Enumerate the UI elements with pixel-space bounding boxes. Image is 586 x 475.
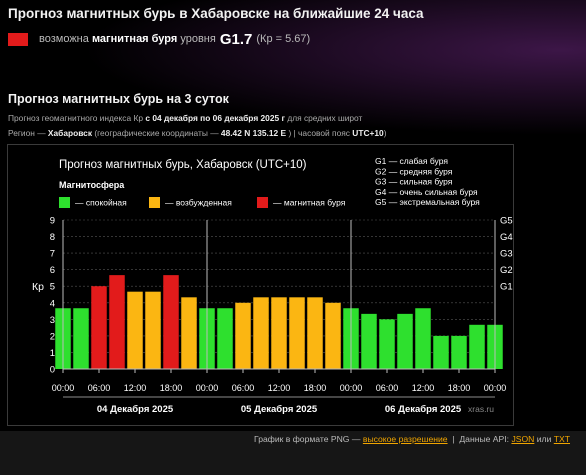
png-label: График в формате PNG — <box>254 434 361 444</box>
y-tick-label: 2 <box>50 331 55 342</box>
g-legend-item: G2 — средняя буря <box>375 166 453 176</box>
legend-label: — возбужденная <box>165 198 232 208</box>
kp-bar <box>271 297 287 369</box>
g-legend-item: G5 — экстремальная буря <box>375 197 480 207</box>
kp-bar <box>307 297 323 369</box>
region-timezone: UTC+10 <box>352 128 384 138</box>
y-tick-label: 5 <box>50 282 55 293</box>
storm-level: G1.7 <box>219 30 253 48</box>
day-label: 05 Декабря 2025 <box>241 404 318 415</box>
legend-label: — спокойная <box>75 198 127 208</box>
kp-bar <box>451 335 467 369</box>
kp-bar <box>415 308 431 369</box>
x-tick-label: 18:00 <box>304 383 327 393</box>
x-tick-label: 06:00 <box>88 383 111 393</box>
kp-bar <box>397 313 413 369</box>
x-tick-label: 00:00 <box>52 383 75 393</box>
region-coords-prefix: (географические координаты — <box>94 128 219 138</box>
hires-link[interactable]: высокое разрешение <box>362 434 448 444</box>
kp-bar <box>163 275 179 369</box>
section-title: Прогноз магнитных бурь на 3 суток <box>8 92 229 106</box>
storm-kp: (Кр = 5.67) <box>256 33 311 45</box>
x-tick-label: 06:00 <box>232 383 255 393</box>
kp-bar <box>361 313 377 369</box>
api-label: Данные API: <box>459 434 510 444</box>
g-tick-label: G4 <box>500 232 513 243</box>
kp-bar <box>289 297 305 369</box>
legend-label: — магнитная буря <box>273 198 346 208</box>
g-tick-label: G3 <box>500 249 513 260</box>
x-tick-label: 12:00 <box>124 383 147 393</box>
g-tick-label: G1 <box>500 282 513 293</box>
kp-bar <box>91 286 107 369</box>
storm-prefix: возможна <box>39 33 89 45</box>
kp-bar <box>73 308 89 369</box>
kp-bar <box>469 324 485 369</box>
kp-bar <box>433 335 449 369</box>
region-prefix: Регион — <box>8 128 46 138</box>
page-title: Прогноз магнитных бурь в Хабаровске на б… <box>8 6 424 21</box>
y-tick-label: 7 <box>50 249 55 260</box>
kp-bar <box>145 291 161 369</box>
region-line: Регион — Хабаровск (географические коорд… <box>8 128 387 138</box>
region-coords: 48.42 N 135.12 E <box>220 128 287 138</box>
txt-link[interactable]: TXT <box>553 434 570 444</box>
y-tick-label: 3 <box>50 315 55 326</box>
footer-links: График в формате PNG — высокое разрешени… <box>254 434 570 444</box>
forecast-period-line: Прогноз геомагнитного индекса Кр с 04 де… <box>8 113 362 123</box>
kp-bar <box>325 302 341 369</box>
footer-separator: | <box>452 434 455 444</box>
kp-bar <box>235 302 251 369</box>
region-close-paren: ) <box>383 128 387 138</box>
x-tick-label: 18:00 <box>160 383 183 393</box>
region-tz-prefix: ) | часовой пояс <box>288 128 350 138</box>
chart-panel: Прогноз магнитных бурь, Хабаровск (UTC+1… <box>7 144 514 426</box>
x-tick-label: 06:00 <box>376 383 399 393</box>
kp-forecast-chart: Прогноз магнитных бурь, Хабаровск (UTC+1… <box>32 156 513 415</box>
storm-status: возможна магнитная буря уровня G1.7 (Кр … <box>8 30 311 48</box>
period-dates: с 04 декабря по 06 декабря 2025 г <box>145 113 285 123</box>
kp-bar <box>253 297 269 369</box>
x-tick-label: 00:00 <box>484 383 507 393</box>
y-tick-label: 4 <box>50 298 55 309</box>
y-tick-label: 6 <box>50 265 55 276</box>
legend-title: Магнитосфера <box>59 180 125 190</box>
region-name: Хабаровск <box>47 128 93 138</box>
storm-mid-label: уровня <box>180 33 216 45</box>
kp-bar <box>109 275 125 369</box>
y-tick-label: 8 <box>50 232 55 243</box>
y-axis-label: Кр <box>32 281 44 293</box>
watermark: xras.ru <box>468 404 494 414</box>
chart-title: Прогноз магнитных бурь, Хабаровск (UTC+1… <box>59 159 307 171</box>
day-label: 06 Декабря 2025 <box>385 404 462 415</box>
json-link[interactable]: JSON <box>511 434 535 444</box>
g-legend-item: G3 — сильная буря <box>375 177 453 187</box>
g-legend-item: G1 — слабая буря <box>375 156 448 166</box>
period-suffix: для средних широт <box>287 113 363 123</box>
x-tick-label: 00:00 <box>340 383 363 393</box>
y-tick-label: 1 <box>50 348 55 359</box>
kp-bar <box>181 297 197 369</box>
g-tick-label: G2 <box>500 265 513 276</box>
storm-color-swatch <box>8 32 28 46</box>
legend-swatch <box>257 197 268 208</box>
y-tick-label: 0 <box>50 365 55 376</box>
x-tick-label: 18:00 <box>448 383 471 393</box>
x-tick-label: 00:00 <box>196 383 219 393</box>
footer: График в формате PNG — высокое разрешени… <box>0 431 586 475</box>
storm-bold-label: магнитная буря <box>91 33 178 45</box>
legend-swatch <box>149 197 160 208</box>
legend-swatch <box>59 197 70 208</box>
period-prefix: Прогноз геомагнитного индекса Кр <box>8 113 143 123</box>
g-legend-item: G4 — очень сильная буря <box>375 187 478 197</box>
or-label: или <box>536 434 552 444</box>
g-tick-label: G5 <box>500 216 513 227</box>
kp-bar <box>379 319 395 369</box>
day-label: 04 Декабря 2025 <box>97 404 174 415</box>
y-tick-label: 9 <box>50 216 55 227</box>
kp-bar <box>127 291 143 369</box>
x-tick-label: 12:00 <box>412 383 435 393</box>
x-tick-label: 12:00 <box>268 383 291 393</box>
kp-bar <box>217 308 233 369</box>
